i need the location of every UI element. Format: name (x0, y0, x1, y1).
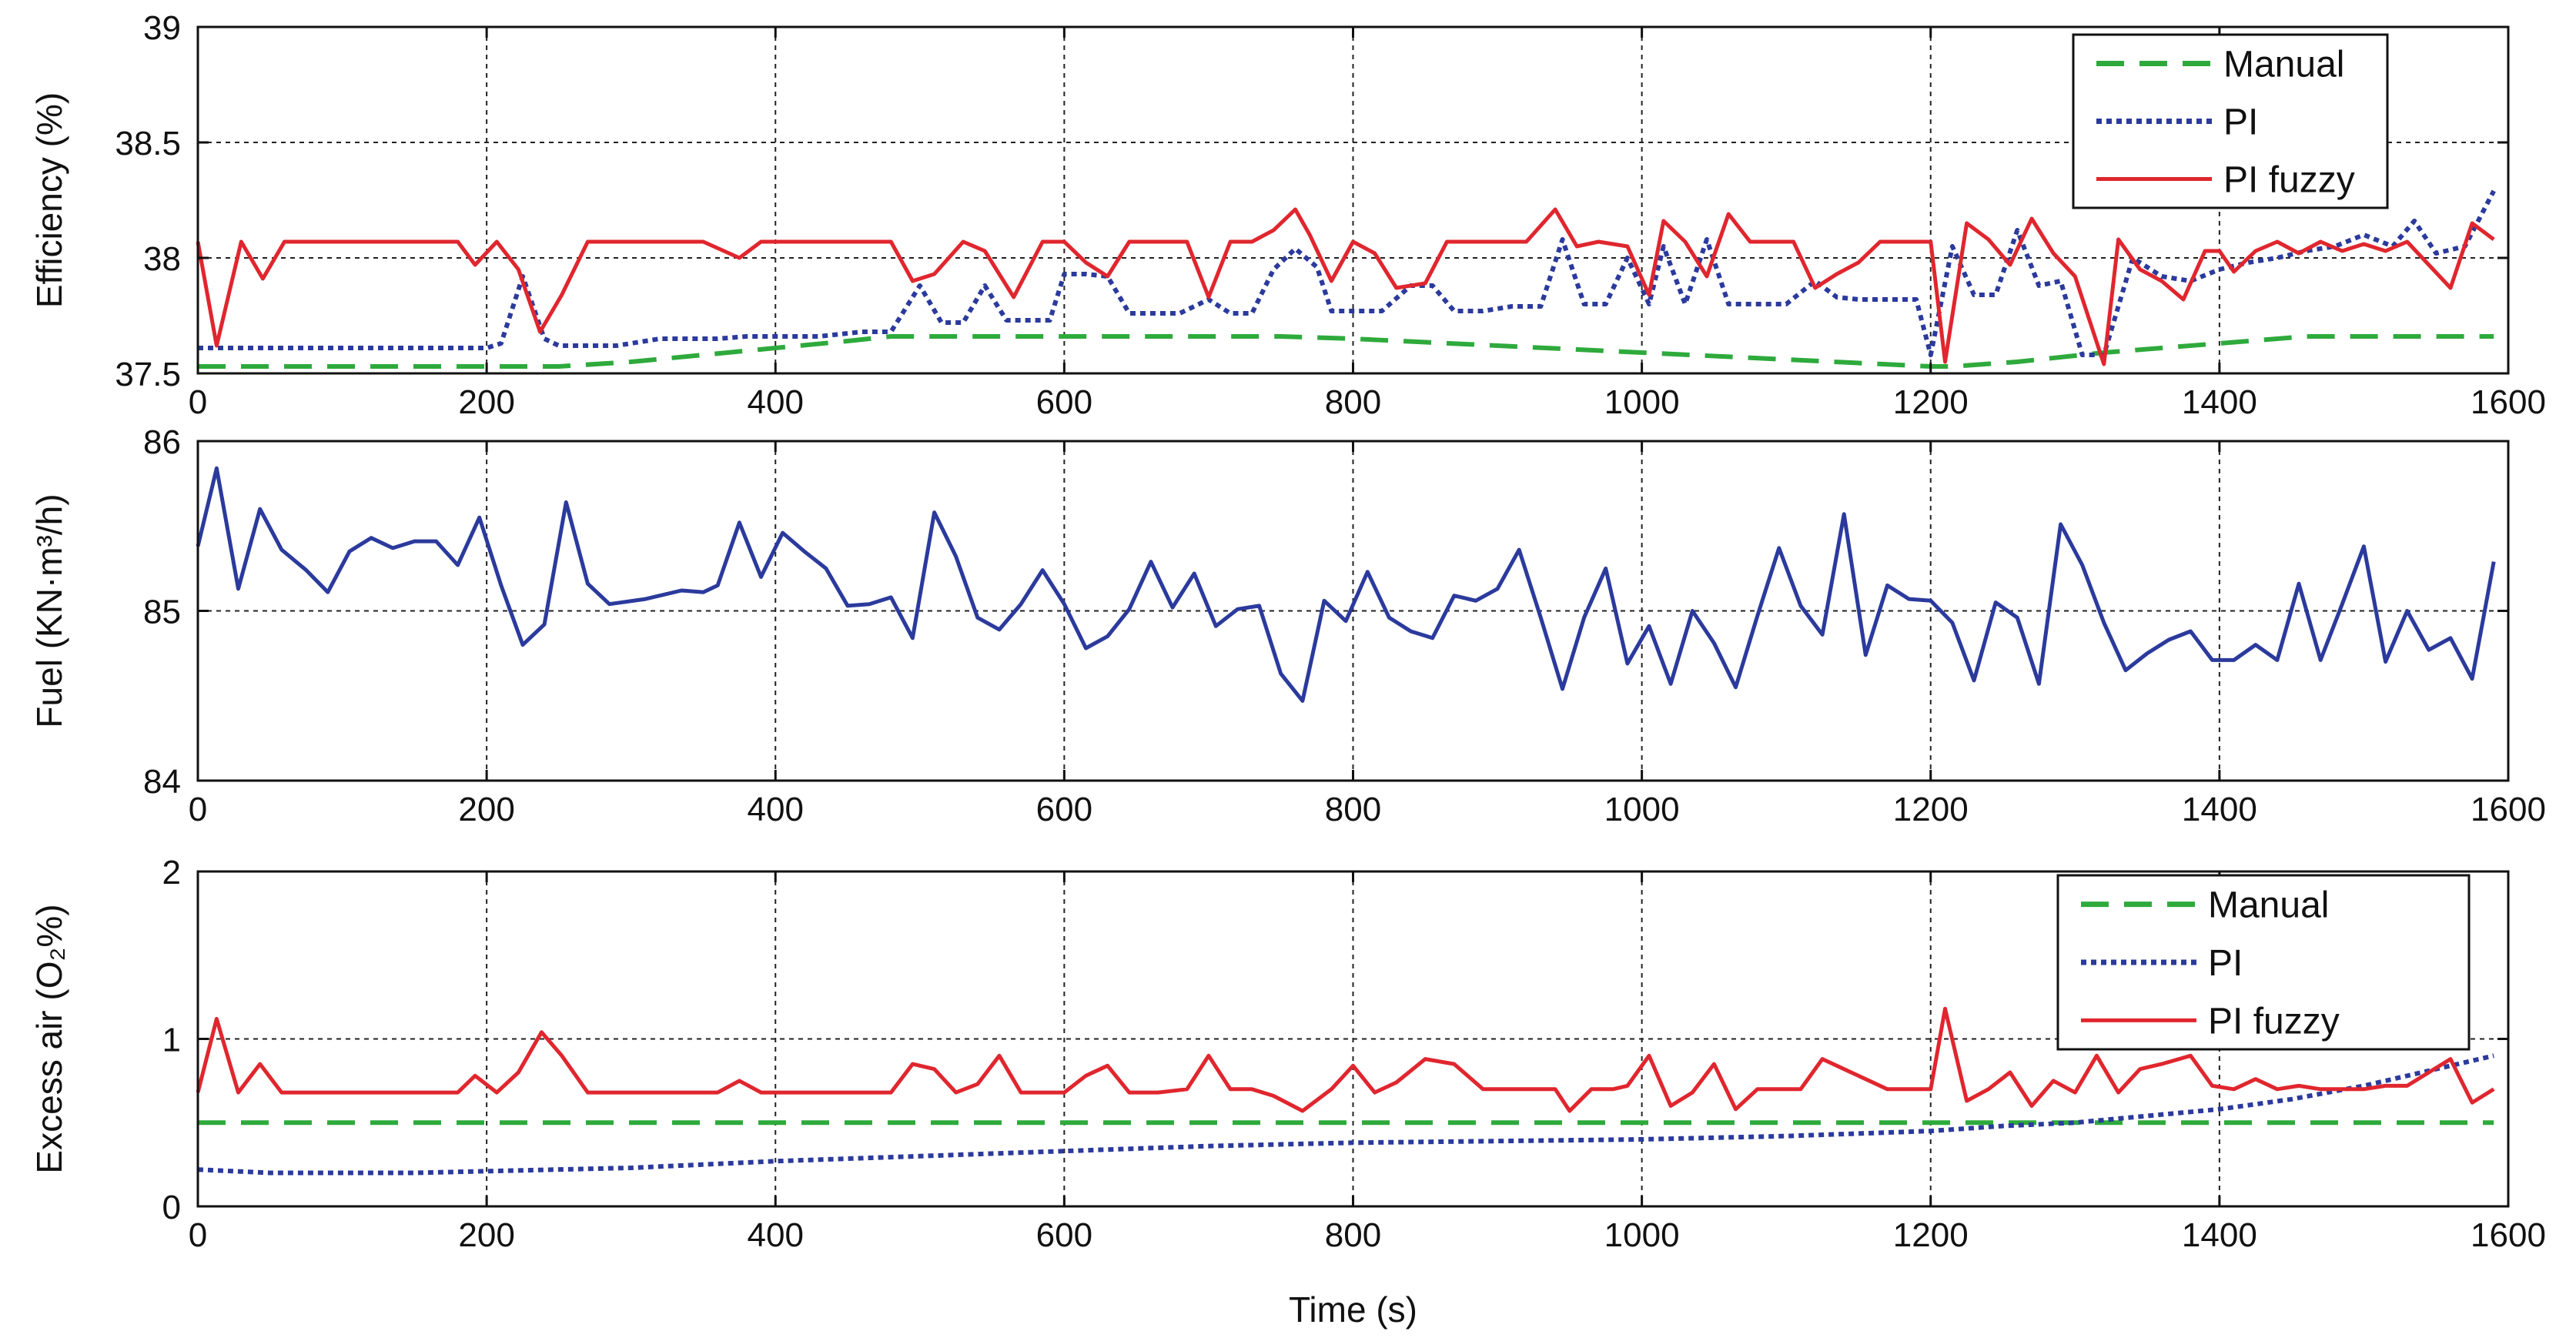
x-tick-label: 0 (189, 791, 207, 828)
x-tick-label: 800 (1325, 1216, 1381, 1254)
series-line-pi-fuzzy (196, 1006, 2495, 1113)
y-axis-title: Efficiency (%) (29, 92, 69, 308)
x-tick-label: 200 (458, 383, 514, 421)
x-tick-label: 0 (189, 1216, 207, 1254)
legend-label: PI (2208, 943, 2243, 984)
x-tick-label: 1400 (2182, 383, 2257, 421)
x-tick-label: 1600 (2471, 383, 2546, 421)
y-axis-title: Fuel (KN·m³/h) (29, 493, 69, 728)
x-tick-label: 1000 (1604, 791, 1680, 828)
x-tick-label: 600 (1036, 791, 1092, 828)
x-tick-label: 400 (748, 1216, 804, 1254)
legend: Manual PI PI fuzzy (2056, 874, 2471, 1051)
y-axis-title: Excess air (O₂%) (29, 904, 69, 1173)
x-axis-title: Time (s) (1289, 1289, 1417, 1330)
y-tick-label: 0 (162, 1189, 181, 1226)
x-tick-label: 800 (1325, 383, 1381, 421)
series-line-fuel (196, 466, 2496, 703)
legend-label: Manual (2208, 885, 2329, 926)
x-tick-label: 200 (458, 791, 514, 828)
y-tick-label: 38 (143, 240, 181, 278)
subplot-2: 0 200 400 600 800 1000 1200 1400 1600 0 1 2 Excess a… (29, 854, 2546, 1330)
x-tick-label: 1200 (1893, 383, 1969, 421)
subplot-0: 0 200 400 600 800 1000 1200 1400 1600 37.5 38 38.5 3… (29, 9, 2546, 421)
x-tick-label: 1200 (1893, 791, 1969, 828)
y-tick-label: 1 (162, 1022, 181, 1059)
x-tick-label: 200 (458, 1216, 514, 1254)
legend-label: PI fuzzy (2208, 1001, 2340, 1042)
series-line-pi (197, 1053, 2494, 1176)
y-tick-label: 38.5 (115, 125, 181, 162)
x-tick-label: 1000 (1604, 383, 1680, 421)
subplot-1: 0 200 400 600 800 1000 1200 1400 1600 84 85 86 Fuel … (29, 423, 2546, 828)
x-tick-label: 400 (748, 383, 804, 421)
series-line-pi-fuzzy (196, 207, 2495, 366)
x-tick-label: 600 (1036, 1216, 1092, 1254)
legend-label: PI fuzzy (2223, 160, 2355, 201)
y-tick-label: 2 (162, 854, 181, 891)
y-tick-label: 84 (143, 763, 181, 801)
x-tick-label: 600 (1036, 383, 1092, 421)
x-tick-label: 400 (748, 791, 804, 828)
x-tick-label: 1400 (2182, 791, 2257, 828)
legend-label: Manual (2223, 45, 2344, 85)
y-tick-label: 86 (143, 423, 181, 461)
x-tick-label: 1000 (1604, 1216, 1680, 1254)
legend: Manual PI PI fuzzy (2072, 33, 2389, 209)
y-tick-label: 37.5 (115, 356, 181, 393)
y-tick-label: 39 (143, 9, 181, 47)
legend-label: PI (2223, 102, 2258, 143)
x-tick-label: 1600 (2471, 791, 2546, 828)
x-tick-label: 1600 (2471, 1216, 2546, 1254)
x-tick-label: 0 (189, 383, 207, 421)
x-tick-label: 1400 (2182, 1216, 2257, 1254)
series-line-manual (198, 334, 2494, 369)
x-tick-label: 800 (1325, 791, 1381, 828)
y-tick-label: 85 (143, 594, 181, 631)
x-tick-label: 1200 (1893, 1216, 1969, 1254)
